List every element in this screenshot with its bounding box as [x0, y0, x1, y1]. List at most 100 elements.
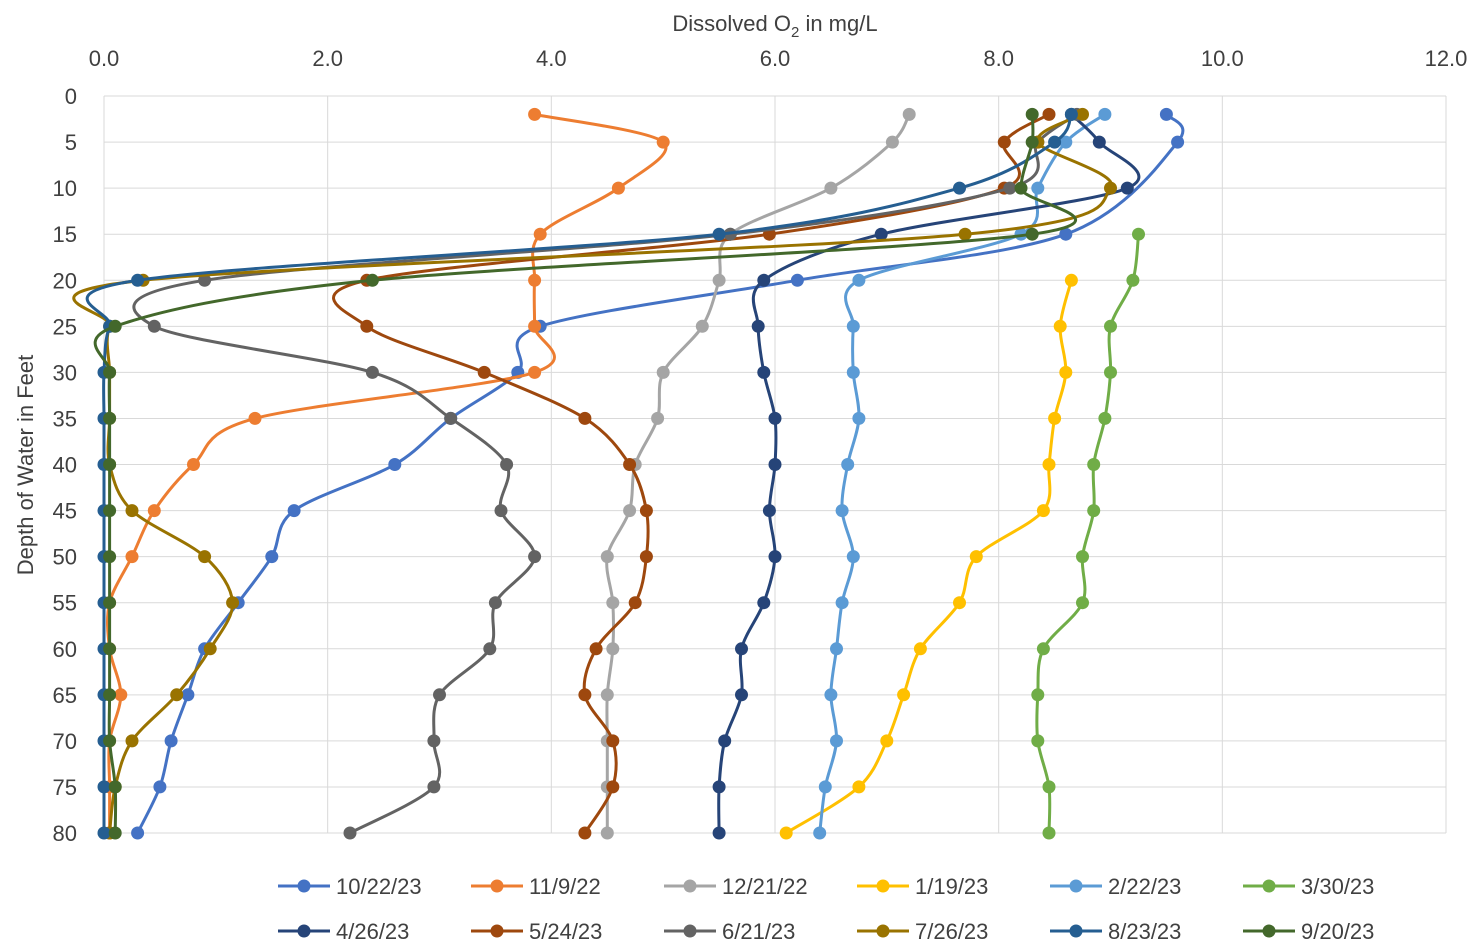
legend-swatch-marker: [1262, 879, 1276, 893]
data-point: [997, 135, 1011, 149]
data-point: [768, 550, 782, 564]
data-point: [103, 365, 117, 379]
data-point: [97, 826, 111, 840]
data-point: [365, 365, 379, 379]
data-point: [1003, 181, 1017, 195]
series-line: [332, 112, 1051, 835]
legend-label: 6/21/23: [722, 919, 795, 944]
data-point: [852, 780, 866, 794]
legend-swatch-marker: [490, 924, 504, 938]
x-tick-label: 12.0: [1425, 46, 1468, 71]
legend-label: 1/19/23: [915, 874, 988, 899]
data-point: [528, 365, 542, 379]
legend-swatch-marker: [876, 879, 890, 893]
data-point: [768, 411, 782, 425]
data-point: [1059, 135, 1073, 149]
data-point: [953, 596, 966, 610]
legend-item: 9/20/23: [1243, 919, 1374, 944]
data-point: [969, 550, 983, 564]
data-point: [712, 826, 726, 840]
data-point: [125, 550, 139, 564]
data-point: [846, 319, 860, 333]
y-axis-title: Depth of Water in Feet: [13, 355, 38, 576]
legend-item: 8/23/23: [1050, 919, 1181, 944]
y-tick-label: 50: [53, 545, 77, 570]
legend-item: 7/26/23: [857, 919, 988, 944]
data-point: [779, 826, 793, 840]
y-tick-label: 75: [53, 775, 77, 800]
y-tick-label: 80: [53, 821, 77, 846]
series-8-23-23: [85, 107, 1078, 840]
y-tick-label: 30: [53, 360, 77, 385]
data-point: [757, 596, 771, 610]
data-point: [852, 273, 866, 287]
data-point: [203, 642, 217, 656]
data-point: [1087, 458, 1101, 471]
legend-item: 10/22/23: [278, 874, 422, 899]
data-point: [528, 273, 542, 287]
y-tick-label: 20: [53, 268, 77, 293]
series-line: [136, 112, 1185, 835]
data-point: [388, 458, 402, 471]
data-point: [103, 504, 117, 518]
y-tick-label: 40: [53, 453, 77, 478]
legend-swatch-marker: [490, 879, 504, 893]
data-point: [656, 365, 670, 379]
data-point: [1098, 107, 1112, 121]
data-point: [103, 458, 117, 471]
data-point: [528, 319, 542, 333]
data-point: [1104, 181, 1117, 195]
data-point: [623, 504, 637, 518]
data-point: [1036, 642, 1050, 656]
legend-swatch-marker: [683, 924, 697, 938]
legend-swatch-marker: [1069, 924, 1083, 938]
data-point: [528, 107, 542, 121]
data-point: [841, 458, 855, 471]
data-point: [1098, 411, 1112, 425]
y-tick-label: 65: [53, 683, 77, 708]
data-point: [695, 319, 709, 333]
legend-swatch-marker: [1262, 924, 1276, 938]
y-tick-labels: 0 5 10 15 20 25 30 35 40 45 50 55 60 65 70 75 80: [53, 84, 77, 846]
data-point: [1042, 780, 1056, 794]
data-point: [248, 411, 262, 425]
data-point: [589, 642, 603, 656]
series-line: [1035, 232, 1140, 835]
data-point: [1092, 135, 1106, 149]
data-point: [1104, 319, 1117, 333]
data-point: [1132, 227, 1145, 241]
y-tick-label: 0: [65, 84, 77, 109]
legend-item: 5/24/23: [471, 919, 602, 944]
data-point: [880, 734, 894, 748]
data-point: [287, 504, 301, 518]
data-point: [147, 319, 161, 333]
data-point: [1031, 688, 1045, 702]
data-point: [712, 780, 726, 794]
x-tick-label: 4.0: [536, 46, 567, 71]
data-point: [444, 411, 458, 425]
data-point: [578, 688, 592, 702]
data-point: [494, 504, 508, 518]
legend-swatch-marker: [876, 924, 890, 938]
data-point: [1031, 181, 1045, 195]
series-9-20-23: [93, 107, 1078, 840]
series-5-24-23: [332, 107, 1056, 840]
series-1-19-23: [779, 273, 1078, 840]
data-point: [712, 227, 726, 241]
data-point: [125, 734, 139, 748]
data-point: [735, 642, 748, 656]
data-point: [427, 780, 441, 794]
series-line: [605, 112, 911, 835]
series-3-30-23: [1031, 227, 1145, 840]
data-point: [818, 780, 832, 794]
data-point: [1076, 596, 1089, 610]
data-point: [103, 596, 117, 610]
data-point: [1064, 107, 1078, 121]
data-point: [790, 273, 804, 287]
data-point: [606, 596, 620, 610]
data-point: [1076, 550, 1089, 564]
data-point: [1031, 734, 1045, 748]
data-point: [757, 365, 771, 379]
data-point: [1064, 273, 1078, 287]
series-line: [93, 112, 1078, 835]
